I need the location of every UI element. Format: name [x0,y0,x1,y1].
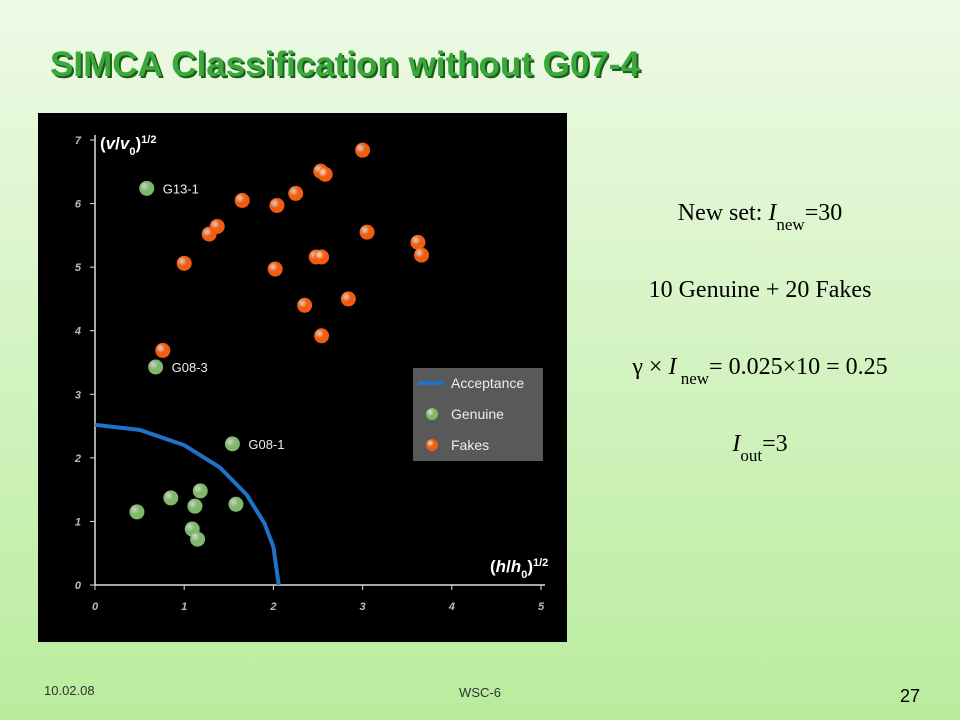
x-tick-label: 2 [269,601,276,613]
y-tick-label: 6 [75,199,82,211]
legend: Acceptance Genuine Fakes [413,368,543,461]
y-tick-label: 7 [75,135,82,147]
footer-event: WSC-6 [459,685,501,700]
legend-label: Fakes [451,437,489,453]
x-axis-label-part: ( [490,557,496,576]
legend-label: Genuine [451,406,504,422]
note-part: New set: [678,200,769,226]
slide-title: SIMCA Classification without G07-4 [50,45,640,84]
y-axis-label-part: v [120,134,131,153]
note-part: out [740,446,762,465]
point [228,496,244,512]
point [269,197,285,213]
y-tick-label: 1 [75,516,81,528]
footer-date: 10.02.08 [44,683,95,698]
note-part: 10 Genuine + 20 Fakes [649,277,872,303]
x-axis-label-part: ) [527,557,533,576]
acceptance-line [94,422,281,586]
point [176,255,192,271]
note-part: =3 [762,431,788,457]
point [234,192,250,208]
point [314,249,330,265]
note-line: Iout=3 [731,431,787,465]
legend-label: Acceptance [451,375,524,391]
y-axis-label-part: v [106,134,117,153]
point-label: G08-1 [248,437,284,452]
point [192,483,208,499]
x-axis-label-part: 0 [521,569,527,581]
note-part: I [667,354,677,380]
point [267,261,283,277]
x-tick-label: 1 [181,601,187,613]
y-axis-label-part: / [115,134,120,153]
note-part: =30 [805,200,843,226]
point [317,166,333,182]
y-axis-label-part: 1/2 [141,134,156,146]
point [190,531,206,547]
y-axis-label-part: ( [100,134,106,153]
note-line: New set: Inew=30 [678,200,843,234]
x-axis-label: (h/h0)1/2 [490,557,548,581]
point-label: G08-3 [172,360,208,375]
point [139,180,155,196]
point [288,185,304,201]
x-tick-label: 4 [448,601,455,613]
note-part: I [731,431,741,457]
note-part: I [767,200,777,226]
note-part: = 0.025×10 = 0.25 [709,354,888,380]
point [187,498,203,514]
point [413,247,429,263]
legend-swatch [426,439,438,451]
x-axis-label-part: 1/2 [533,557,548,569]
note-part: new [776,215,805,234]
y-axis-label-part: 0 [129,146,135,158]
point [340,291,356,307]
point [359,224,375,240]
point-label: G13-1 [163,181,199,196]
note-line: 10 Genuine + 20 Fakes [649,277,872,303]
point [355,142,371,158]
point [410,234,426,250]
x-tick-label: 0 [92,601,99,613]
note-part: new [676,369,709,388]
point [155,342,171,358]
point [129,504,145,520]
y-axis-label: (v/v0)1/2 [100,134,156,158]
x-tick-label: 3 [360,601,366,613]
note-line: γ × I new= 0.025×10 = 0.25 [631,354,887,388]
y-tick-label: 0 [75,580,82,592]
point [148,359,164,375]
x-axis-label-part: h [496,557,506,576]
x-axis-label-part: h [511,557,521,576]
y-tick-label: 3 [75,389,81,401]
x-tick-label: 5 [538,601,545,613]
point [201,226,217,242]
point [224,436,240,452]
title-shadow: SIMCA Classification without G07-4 [52,47,642,86]
point [314,328,330,344]
page-number: 27 [900,686,920,706]
y-tick-label: 2 [74,453,81,465]
y-axis-label-part: ) [135,134,141,153]
legend-swatch [426,408,438,420]
y-tick-label: 4 [74,326,81,338]
point [297,297,313,313]
x-axis-label-part: / [506,557,511,576]
note-part: γ × [631,354,668,380]
point [163,490,179,506]
y-tick-label: 5 [75,262,82,274]
